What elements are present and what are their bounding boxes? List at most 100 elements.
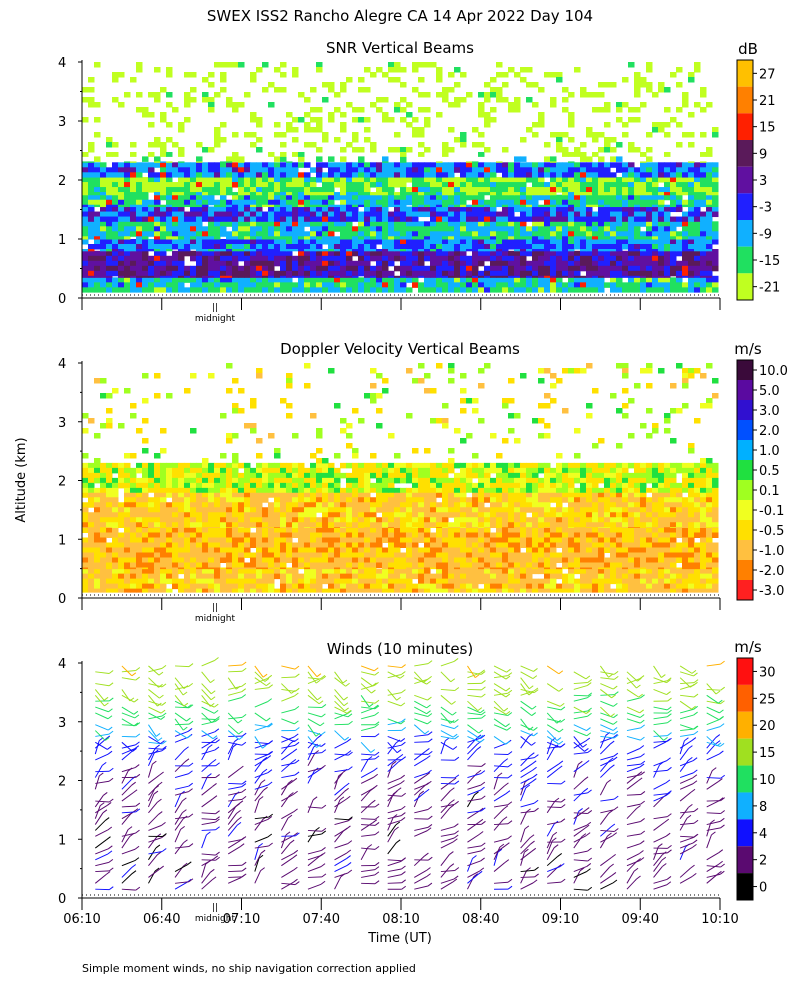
heatmap-cell (628, 552, 635, 558)
heatmap-cell (622, 236, 629, 240)
heatmap-cell (172, 532, 179, 538)
heatmap-cell (346, 236, 353, 240)
colorbar-swatch (737, 60, 753, 87)
heatmap-cell (82, 502, 89, 508)
heatmap-cell (322, 578, 329, 585)
heatmap-cell (256, 260, 263, 267)
heatmap-cell (106, 542, 113, 548)
heatmap-cell (226, 275, 233, 278)
heatmap-cell (388, 147, 395, 153)
heatmap-cell (190, 552, 197, 558)
heatmap-cell (94, 588, 101, 593)
heatmap-cell (262, 557, 269, 563)
heatmap-cell (484, 231, 491, 237)
heatmap-cell (262, 192, 269, 196)
heatmap-cell (382, 573, 389, 580)
heatmap-cell (214, 557, 221, 563)
heatmap-cell (304, 182, 311, 188)
heatmap-cell (700, 132, 707, 138)
heatmap-cell (604, 172, 611, 178)
heatmap-cell (274, 588, 281, 593)
heatmap-cell (292, 199, 299, 206)
heatmap-cell (460, 588, 467, 593)
heatmap-cell (676, 542, 683, 548)
heatmap-cell (406, 194, 413, 201)
heatmap-cell (286, 542, 293, 548)
heatmap-cell (382, 557, 389, 563)
heatmap-cell (118, 568, 125, 575)
heatmap-cell (364, 226, 371, 232)
heatmap-cell (292, 194, 299, 201)
heatmap-cell (244, 275, 251, 278)
heatmap-cell (160, 162, 167, 168)
heatmap-cell (94, 211, 101, 218)
heatmap-cell (412, 199, 419, 206)
heatmap-cell (442, 287, 449, 293)
heatmap-cell (484, 162, 491, 168)
heatmap-cell (136, 211, 143, 218)
heatmap-cell (532, 172, 539, 178)
heatmap-cell (424, 578, 431, 585)
heatmap-cell (670, 287, 677, 293)
heatmap-cell (88, 161, 95, 163)
heatmap-cell (568, 226, 575, 232)
heatmap-cell (172, 260, 179, 267)
heatmap-cell (520, 177, 527, 183)
heatmap-cell (382, 161, 389, 163)
heatmap-cell (616, 226, 623, 232)
heatmap-cell (310, 583, 317, 590)
heatmap-cell (88, 172, 95, 178)
heatmap-cell (100, 177, 107, 183)
heatmap-cell (142, 537, 149, 543)
heatmap-cell (442, 260, 449, 267)
heatmap-cell (130, 216, 137, 222)
heatmap-cell (604, 142, 611, 148)
heatmap-cell (436, 578, 443, 585)
heatmap-cell (106, 567, 113, 570)
heatmap-cell (658, 282, 665, 288)
heatmap-cell (238, 249, 245, 252)
heatmap-cell (586, 573, 593, 580)
heatmap-cell (172, 568, 179, 575)
heatmap-cell (382, 177, 389, 183)
heatmap-cell (550, 192, 557, 196)
heatmap-cell (220, 62, 227, 68)
heatmap-cell (160, 117, 167, 123)
heatmap-cell (148, 537, 155, 543)
heatmap-cell (88, 199, 95, 206)
heatmap-cell (280, 236, 287, 240)
heatmap-cell (622, 568, 629, 575)
heatmap-cell (316, 277, 323, 283)
heatmap-cell (712, 547, 719, 553)
heatmap-cell (562, 255, 569, 262)
heatmap-cell (532, 231, 539, 237)
heatmap-cell (670, 552, 677, 558)
heatmap-cell (136, 226, 143, 232)
heatmap-cell (646, 249, 653, 252)
heatmap-cell (562, 152, 569, 157)
heatmap-cell (184, 277, 191, 283)
heatmap-cell (202, 206, 209, 213)
heatmap-cell (430, 192, 437, 196)
heatmap-cell (418, 221, 425, 227)
heatmap-cell (250, 194, 257, 201)
heatmap-cell (340, 527, 347, 533)
heatmap-cell (190, 588, 197, 593)
heatmap-cell (616, 194, 623, 201)
heatmap-cell (262, 282, 269, 288)
heatmap-cell (370, 250, 377, 257)
heatmap-cell (118, 199, 125, 206)
heatmap-cell (340, 573, 347, 580)
heatmap-cell (700, 552, 707, 558)
heatmap-cell (196, 206, 203, 213)
heatmap-cell (424, 557, 431, 563)
heatmap-cell (484, 167, 491, 173)
heatmap-cell (100, 573, 107, 580)
heatmap-cell (352, 167, 359, 173)
heatmap-cell (514, 239, 521, 245)
heatmap-cell (232, 182, 239, 188)
heatmap-cell (424, 226, 431, 232)
heatmap-cell (226, 537, 233, 543)
heatmap-cell (376, 107, 383, 113)
